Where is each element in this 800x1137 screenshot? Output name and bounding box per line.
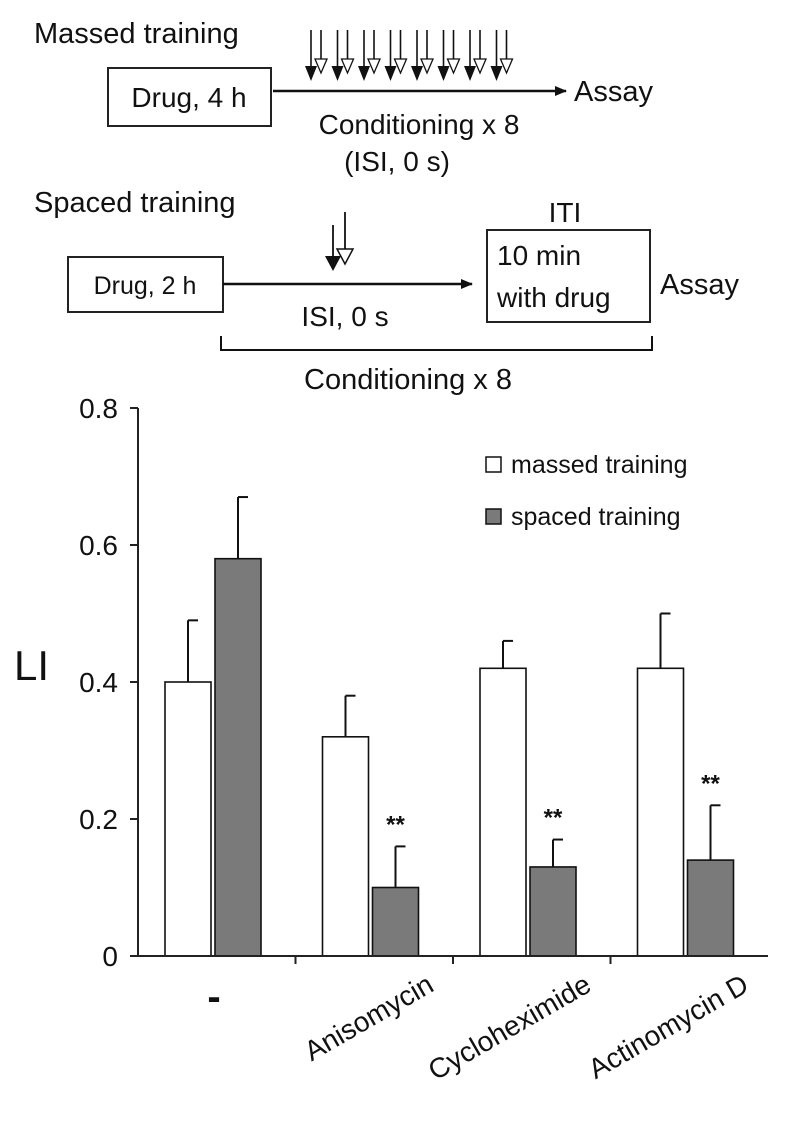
massed-cs-arrow-head — [314, 58, 328, 75]
x-tick-label: Cycloheximide — [423, 968, 596, 1086]
massed-us-arrow-head — [437, 66, 450, 81]
significance-annotation: ** — [386, 811, 405, 838]
y-tick-label: 0 — [102, 941, 118, 972]
massed-us-arrow-head — [411, 66, 423, 81]
significance-annotation: ** — [701, 770, 720, 797]
bar-massed-training — [164, 681, 212, 957]
bars — [164, 557, 735, 957]
massed-us-arrow-head — [384, 66, 397, 81]
massed-cs-arrow-head — [367, 58, 381, 75]
spaced-repeat-bracket — [220, 336, 653, 351]
massed-us-arrow-head — [490, 66, 503, 81]
massed-us-arrow-head — [358, 66, 370, 81]
spaced-conditioning-label: Conditioning x 8 — [304, 364, 512, 396]
massed-cs-arrow-head — [446, 58, 461, 75]
spaced-training-title: Spaced training — [34, 187, 236, 219]
bar-spaced-training — [529, 866, 577, 957]
massed-stimulus-arrows — [305, 30, 514, 81]
massed-us-arrow-head — [331, 66, 344, 81]
y-axis-ticks: 0 0.2 0.4 0.6 0.8 — [79, 393, 138, 972]
massed-us-arrow-head — [305, 66, 317, 81]
massed-cs-arrow-head — [393, 58, 408, 75]
spaced-drug-box-label: Drug, 2 h — [94, 272, 197, 300]
bar-massed-training — [479, 667, 527, 957]
spaced-training-schematic: Spaced training Drug, 2 h ISI, 0 s ITI 1… — [34, 187, 739, 396]
massed-drug-box — [107, 67, 272, 127]
x-axis-ticks — [294, 956, 612, 964]
significance-annotations: ** ** ** — [386, 770, 720, 838]
legend-label: spaced training — [511, 503, 681, 531]
spaced-iti-label: ITI — [549, 197, 582, 228]
bar-massed-training — [321, 735, 370, 957]
y-tick-label: 0.6 — [79, 530, 118, 561]
x-tick-label: Anisomycin — [299, 968, 438, 1066]
y-tick-label: 0.4 — [79, 667, 118, 698]
significance-annotation: ** — [544, 805, 563, 832]
massed-assay-label: Assay — [574, 76, 653, 108]
spaced-isi-label: ISI, 0 s — [301, 301, 388, 332]
spaced-iti-box-line2: with drug — [496, 282, 611, 313]
bar-chart: LI 0 0.2 0.4 0.6 0.8 ** ** ** - AnisomycinCyclo… — [14, 393, 768, 1086]
massed-us-arrow-head — [464, 66, 476, 81]
massed-training-title: Massed training — [34, 18, 239, 50]
y-axis-label: LI — [14, 642, 49, 689]
massed-isi-label: (ISI, 0 s) — [344, 146, 450, 177]
massed-training-schematic: Massed training Drug, 4 h Assay Conditio… — [34, 18, 653, 177]
massed-drug-box-label: Drug, 4 h — [131, 82, 246, 113]
bar-spaced-training — [686, 859, 735, 957]
y-tick-label: 0.2 — [79, 804, 118, 835]
x-tick-label: - — [207, 975, 220, 1019]
legend: massed training spaced training — [485, 451, 687, 531]
legend-swatch — [485, 508, 502, 525]
spaced-us-arrow-head — [325, 256, 341, 271]
legend-label: massed training — [511, 451, 687, 479]
massed-cs-arrow-head — [473, 58, 487, 75]
massed-cs-arrow-head — [499, 58, 514, 75]
massed-cs-arrow-head — [420, 58, 434, 75]
y-tick-label: 0.8 — [79, 393, 118, 424]
error-bars — [187, 496, 721, 888]
spaced-cs-arrow-head — [335, 248, 355, 266]
bar-massed-training — [636, 667, 685, 957]
legend-swatch — [485, 456, 502, 473]
bar-spaced-training — [214, 557, 262, 957]
x-tick-label: Actinomycin D — [583, 968, 753, 1084]
spaced-iti-box-line1: 10 min — [497, 240, 581, 271]
massed-conditioning-label: Conditioning x 8 — [319, 109, 520, 140]
spaced-iti-box — [486, 229, 651, 323]
spaced-assay-label: Assay — [660, 269, 739, 301]
massed-cs-arrow-head — [340, 58, 355, 75]
bar-spaced-training — [371, 886, 420, 957]
